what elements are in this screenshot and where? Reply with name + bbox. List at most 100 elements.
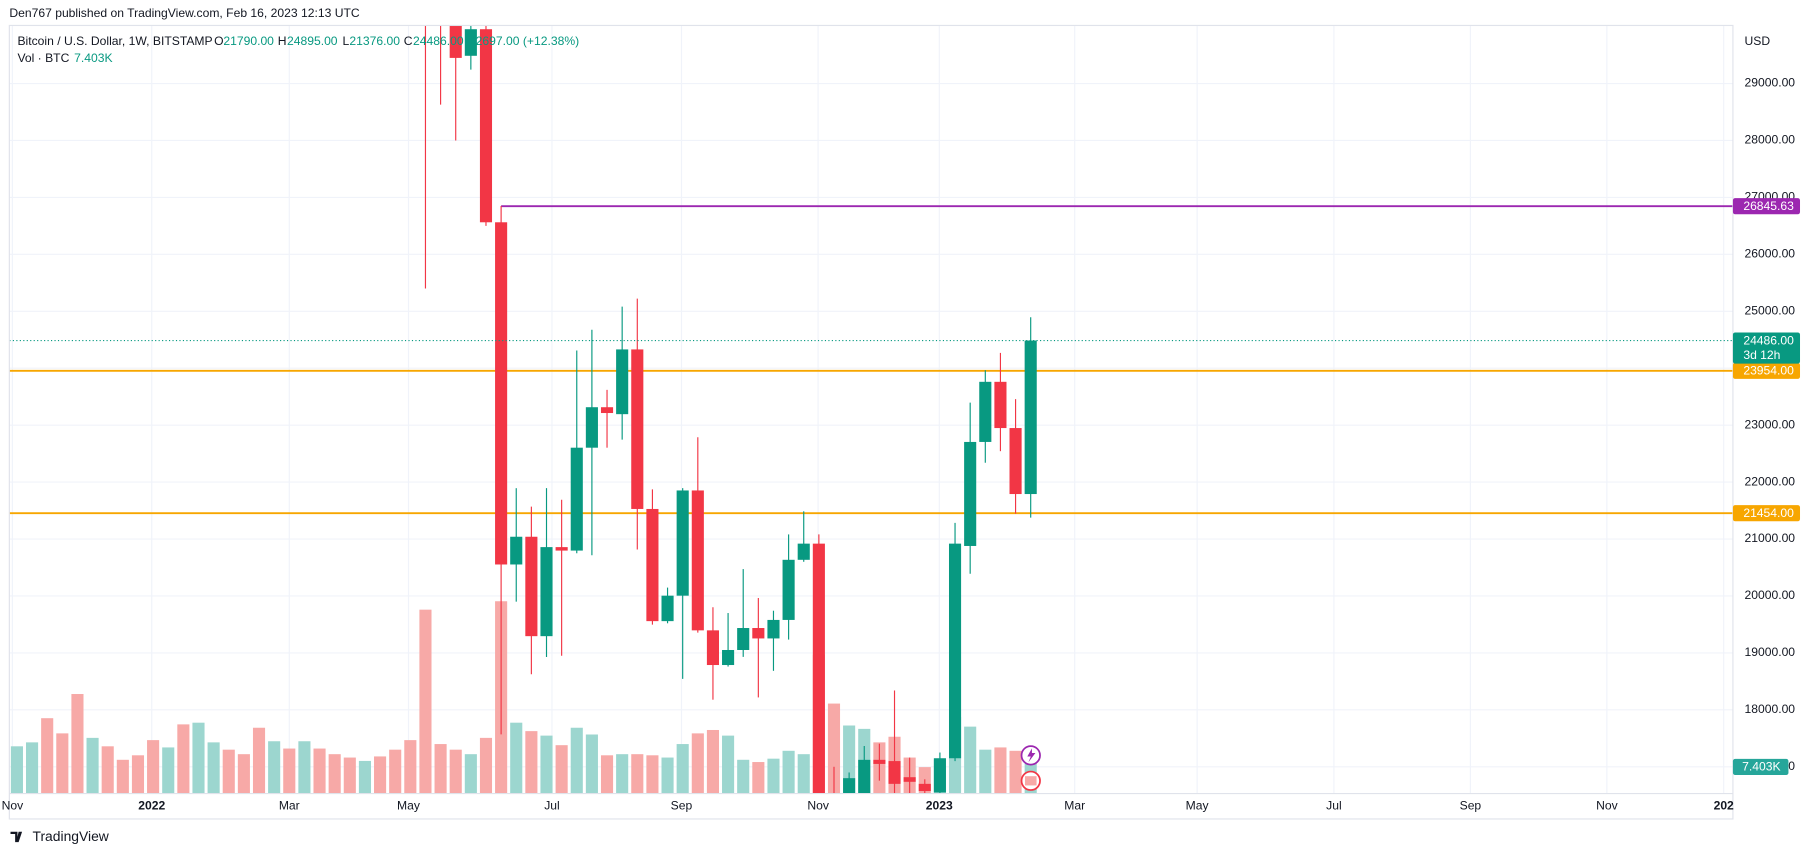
y-tick-label: 23000.00 <box>1744 417 1795 431</box>
y-tick-label: 26000.00 <box>1744 247 1795 261</box>
volume-bar <box>10 746 23 794</box>
x-tick-label: 2022 <box>138 798 165 812</box>
volume-bar <box>706 729 719 794</box>
candle <box>797 511 810 562</box>
volume-bar <box>449 749 462 794</box>
level-tag <box>1732 505 1801 522</box>
attribution: Den767 published on TradingView.com, Feb… <box>9 6 360 20</box>
plot-area <box>9 25 1733 794</box>
candle <box>706 607 719 700</box>
volume-bar <box>691 733 704 794</box>
candle <box>510 488 523 602</box>
candle-body <box>495 222 508 565</box>
candle-body <box>631 349 644 509</box>
ohlc-value: 21790.00 <box>223 34 274 48</box>
candle-body <box>964 441 977 546</box>
volume-tag <box>1732 758 1789 776</box>
volume-bar <box>56 733 69 794</box>
candle-body <box>616 349 629 415</box>
volume-bar <box>722 735 735 794</box>
volume-bar <box>207 742 220 794</box>
candle <box>948 522 962 762</box>
candle-body <box>449 25 462 58</box>
x-tick-label: 2023 <box>926 798 953 812</box>
candle <box>540 488 553 657</box>
volume-bar <box>600 755 614 794</box>
candle-body <box>525 536 538 637</box>
plot-frame <box>8 24 1734 820</box>
candle <box>752 598 765 698</box>
volume-bar <box>616 754 629 794</box>
candle-body <box>873 759 886 764</box>
candle-body <box>1024 340 1037 495</box>
level-tag-label: 26845.63 <box>1743 199 1794 213</box>
currency: USD <box>1744 34 1770 48</box>
y-tick-label: 29000.00 <box>1744 76 1795 90</box>
candle <box>424 25 427 289</box>
icon <box>1024 776 1037 786</box>
symbol: Bitcoin / U.S. Dollar, 1W, BITSTAMP <box>17 34 212 48</box>
candle <box>570 350 583 554</box>
grid <box>9 25 1733 794</box>
volume-bar <box>237 754 250 794</box>
candle <box>661 587 674 624</box>
change: +2697.00 (+12.38%) <box>469 34 580 48</box>
candle <box>933 752 946 794</box>
candle-body <box>782 559 795 620</box>
volume-bar <box>585 734 598 794</box>
event-icons <box>1020 745 1041 791</box>
x-tick-label: May <box>1186 798 1210 812</box>
ohlc-value: 24895.00 <box>287 34 338 48</box>
level-tag-label: 23954.00 <box>1743 364 1794 378</box>
volume-bar <box>797 754 810 794</box>
candle-body <box>888 761 901 784</box>
candle-body <box>933 758 946 793</box>
volume-bar <box>116 759 129 794</box>
candle <box>858 745 871 794</box>
ohlc-letter: H <box>278 34 287 48</box>
volume-bar <box>646 755 659 794</box>
icon <box>1027 748 1036 763</box>
y-tick-label: 20000.00 <box>1744 588 1795 602</box>
volume-bar <box>964 726 977 794</box>
x-tick-label: Nov <box>1596 798 1618 812</box>
volume-bar <box>479 737 493 794</box>
candle-body <box>994 381 1007 429</box>
candle-body <box>600 407 614 414</box>
volume-value: 7.403K <box>74 51 112 65</box>
candle <box>994 352 1007 452</box>
logo <box>10 831 23 843</box>
candle-body <box>706 630 719 666</box>
volume-bar <box>979 749 992 794</box>
candle-body <box>555 547 568 551</box>
ohlc-value: 21376.00 <box>349 34 400 48</box>
candle-body <box>797 543 810 560</box>
x-tick-label: Nov <box>2 798 24 812</box>
candle <box>1024 317 1037 518</box>
volume-bar <box>631 754 644 794</box>
candle-body <box>903 777 916 782</box>
volume-bar <box>41 718 54 794</box>
volume-bar <box>252 727 266 794</box>
volume-bar <box>404 740 417 794</box>
candle <box>888 690 901 794</box>
volume-bar <box>131 755 145 794</box>
candle-body <box>767 619 780 639</box>
candle-body <box>752 628 765 639</box>
volume-bar <box>994 747 1007 794</box>
candle <box>903 757 916 794</box>
legend: Bitcoin / U.S. Dollar, 1W, BITSTAMP O 21… <box>17 34 579 65</box>
y-tick-label: 22000.00 <box>1744 474 1795 488</box>
x-tick-label: Jul <box>1326 798 1342 812</box>
volume-bar <box>570 727 583 794</box>
volume-bar <box>419 609 432 794</box>
candle <box>812 534 825 794</box>
volume-bar <box>525 731 538 794</box>
candle <box>525 506 538 675</box>
volume-bar <box>283 748 296 794</box>
volume-bar <box>767 758 780 794</box>
candle <box>843 772 856 794</box>
volume-bar <box>358 760 371 794</box>
